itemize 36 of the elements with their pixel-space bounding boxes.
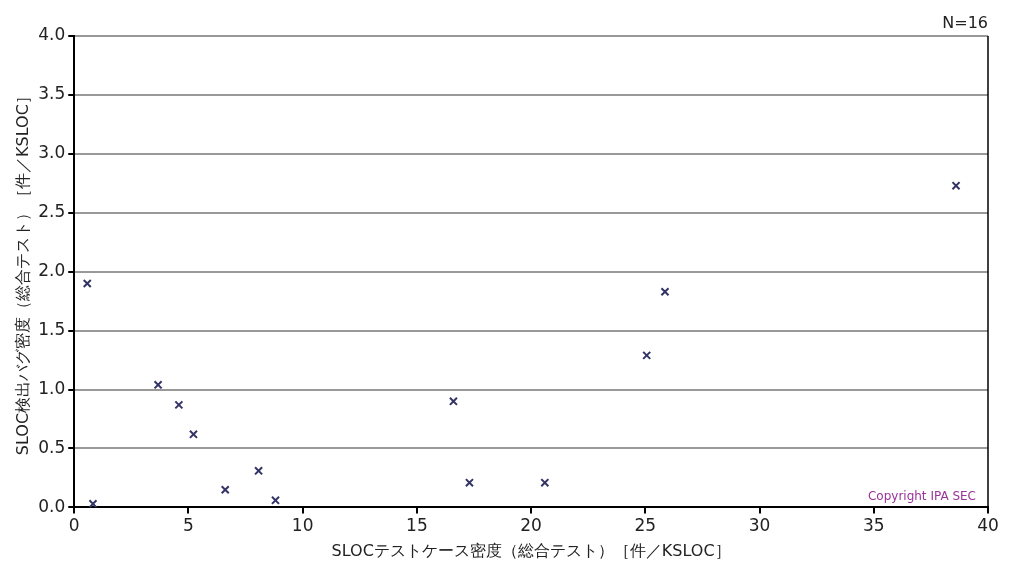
point: [153, 380, 163, 390]
point: [540, 478, 550, 488]
x-tick-label: 40: [977, 515, 999, 536]
text: N=16: [942, 13, 988, 33]
x-tick-label: 30: [748, 515, 771, 536]
x-tick-label: 10: [291, 515, 314, 536]
point: [88, 499, 98, 508]
y-tick-label: 2.5: [38, 201, 66, 222]
point: [270, 495, 281, 505]
x-tick-label: 20: [520, 515, 542, 536]
point: [82, 278, 92, 289]
y-axis-title: SLOC検出バグ密度（総合テスト）［件／KSLOC］: [12, 88, 32, 456]
y-tick-label: 3.5: [38, 83, 66, 104]
x-tick-label: 25: [634, 515, 657, 536]
y-tick-label: 3.0: [38, 142, 66, 163]
point: [448, 396, 458, 406]
point: [660, 287, 670, 297]
y-tick-label: 2.0: [38, 260, 66, 281]
point: [174, 400, 184, 410]
x-tick-label: 0: [68, 515, 80, 536]
point: [254, 466, 264, 476]
x-tick-label: 35: [862, 515, 885, 536]
y-tick-label: 1.5: [38, 319, 66, 340]
point: [642, 350, 652, 360]
annotation: Copyright IPA SEC: [867, 488, 976, 503]
point: [951, 181, 961, 191]
x-tick-label: 5: [183, 515, 194, 536]
point: [464, 478, 474, 488]
x-tick-label: 15: [406, 515, 428, 536]
y-tick-label: 4.0: [38, 24, 66, 45]
y-tick-label: 0.5: [38, 436, 66, 457]
point: [220, 485, 230, 495]
point: [188, 429, 199, 439]
y-tick-label: 1.0: [38, 377, 66, 398]
y-tick-label: 0.0: [38, 495, 66, 516]
x-axis-title: SLOCテストケース密度（総合テスト）［件／KSLOC］: [331, 540, 731, 560]
